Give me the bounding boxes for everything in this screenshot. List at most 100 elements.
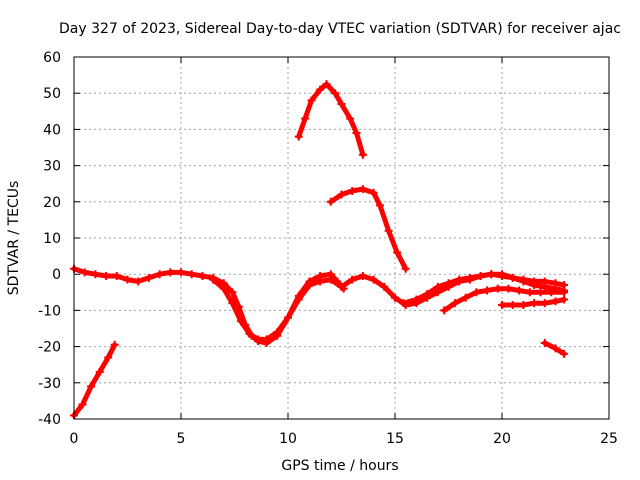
y-tick-label: -10 [38, 303, 61, 319]
data-point-track-f [519, 275, 528, 284]
data-point-track-d [307, 96, 316, 105]
data-point-track-g [525, 288, 534, 297]
data-point-track-f [465, 273, 474, 282]
data-point-track-h [540, 299, 549, 308]
data-point-track-e [401, 264, 410, 273]
data-point-track-i [540, 338, 549, 347]
y-tick-label: 50 [43, 86, 61, 102]
y-tick-label: 20 [43, 195, 61, 211]
data-point-track-g [483, 286, 492, 295]
data-point-track-b [391, 293, 399, 302]
data-point-track-b [326, 275, 335, 284]
data-point-track-f [455, 275, 464, 284]
y-tick-label: -20 [38, 340, 61, 356]
data-point-track-g [547, 288, 556, 297]
y-tick-label: 40 [43, 122, 61, 138]
data-point-track-d [337, 100, 346, 109]
x-axis-label: GPS time / hours [281, 458, 398, 474]
x-tick-label: 20 [493, 431, 511, 447]
y-tick-label: 30 [43, 159, 61, 175]
data-point-track-b [348, 275, 357, 284]
data-point-track-e [376, 201, 385, 210]
x-tick-label: 15 [386, 431, 404, 447]
data-point-track-f [530, 277, 539, 286]
y-tick-label: -30 [38, 376, 61, 392]
data-point-track-c [78, 400, 87, 409]
y-tick-label: 0 [52, 267, 61, 283]
data-point-track-a [102, 272, 111, 281]
data-point-track-b [316, 277, 325, 286]
data-point-track-b [358, 272, 367, 281]
data-point-track-a [80, 268, 89, 277]
data-point-track-c [95, 367, 104, 376]
data-point-track-g [472, 288, 481, 297]
data-point-track-a [198, 272, 207, 281]
data-point-track-b [284, 313, 292, 322]
data-point-track-b [236, 317, 245, 326]
data-point-track-g [461, 293, 470, 302]
data-point-track-h [498, 300, 506, 309]
data-point-track-a [155, 270, 164, 279]
data-point-track-a [228, 288, 237, 297]
data-point-track-e [358, 185, 367, 194]
data-series [70, 80, 569, 420]
data-point-track-d [352, 129, 361, 138]
data-point-track-d [301, 114, 310, 123]
data-point-track-d [331, 89, 340, 98]
data-point-track-b [228, 299, 237, 308]
data-point-track-f [487, 270, 496, 279]
data-point-track-g [493, 284, 502, 293]
data-point-track-f [560, 281, 569, 290]
data-point-track-g [440, 306, 449, 315]
data-point-track-e [384, 226, 393, 235]
data-point-track-g [536, 288, 545, 297]
axis-ticks: 0 5 10 15 20 25 -40 -30 -20 -10 0 10 20 30 40 50 60 [38, 50, 618, 447]
data-point-track-a [91, 270, 100, 279]
data-point-track-i [551, 344, 560, 353]
data-point-track-b [369, 275, 378, 284]
data-point-track-d [358, 150, 367, 159]
data-point-track-f [444, 279, 453, 288]
data-point-track-a [166, 268, 175, 277]
chart-title: Day 327 of 2023, Sidereal Day-to-day VTE… [59, 21, 621, 37]
data-point-track-g [450, 299, 459, 308]
data-point-track-f [498, 270, 506, 279]
data-point-track-f [433, 282, 442, 291]
data-point-track-e [326, 197, 335, 206]
series-track-f [401, 271, 567, 306]
series-track-a [71, 266, 347, 346]
grid [74, 57, 609, 419]
series-track-e [328, 186, 409, 272]
data-point-track-b [273, 328, 282, 337]
data-point-track-b [337, 282, 346, 291]
data-point-track-d [322, 80, 331, 89]
data-point-track-b [380, 282, 389, 291]
data-point-track-c [110, 340, 119, 349]
data-point-track-d [316, 85, 325, 94]
y-axis-label: SDTVAR / TECUs [6, 181, 22, 296]
data-point-track-a [134, 277, 143, 286]
data-point-track-f [540, 277, 549, 286]
data-point-track-c [87, 382, 96, 391]
data-point-track-a [187, 270, 196, 279]
data-point-track-b [254, 335, 263, 344]
data-point-track-g [504, 284, 513, 293]
x-tick-label: 10 [279, 431, 297, 447]
data-point-track-i [560, 349, 569, 358]
data-point-track-a [123, 275, 132, 284]
data-point-track-b [294, 295, 303, 304]
data-point-track-h [551, 297, 560, 306]
data-point-track-d [294, 132, 303, 141]
x-tick-label: 25 [600, 431, 618, 447]
data-point-track-h [519, 300, 528, 309]
data-point-track-d [346, 114, 355, 123]
data-point-track-b [305, 281, 314, 290]
data-point-track-h [508, 300, 517, 309]
x-tick-label: 0 [70, 431, 79, 447]
x-tick-label: 5 [177, 431, 186, 447]
data-point-track-e [369, 188, 378, 197]
data-point-track-c [104, 353, 113, 362]
data-point-track-f [476, 272, 485, 281]
data-point-track-h [530, 299, 539, 308]
